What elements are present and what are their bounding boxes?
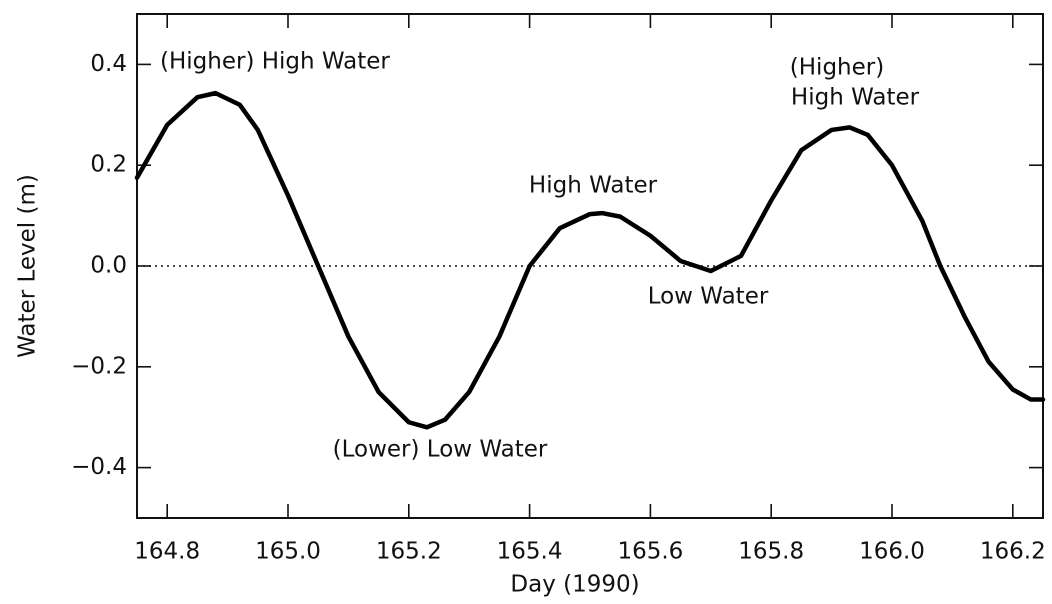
y-tick-label: 0.0 [90, 253, 127, 279]
x-tick-label: 165.8 [738, 539, 804, 565]
annotation: (Higher) [790, 55, 884, 81]
annotation: (Higher) High Water [160, 49, 390, 75]
water-level-line [134, 90, 1046, 430]
y-tick-label: 0.4 [90, 51, 127, 77]
annotation: Low Water [648, 284, 769, 310]
x-tick-label: 165.0 [255, 539, 321, 565]
x-axis-title: Day (1990) [510, 572, 639, 598]
x-tick-label: 165.6 [617, 539, 683, 565]
annotation: High Water [791, 85, 920, 111]
y-tick-label: −0.2 [71, 353, 127, 379]
x-tick-label: 164.8 [134, 539, 200, 565]
y-tick-label: 0.2 [90, 152, 127, 178]
x-tick-label: 166.2 [980, 539, 1046, 565]
y-tick-label: −0.4 [71, 454, 127, 480]
x-tick-label: 165.4 [497, 539, 563, 565]
x-tick-label: 165.2 [376, 539, 442, 565]
annotation: (Lower) Low Water [333, 437, 548, 463]
x-tick-label: 166.0 [859, 539, 925, 565]
annotation: High Water [529, 173, 658, 199]
y-axis-title: Water Level (m) [15, 174, 41, 358]
